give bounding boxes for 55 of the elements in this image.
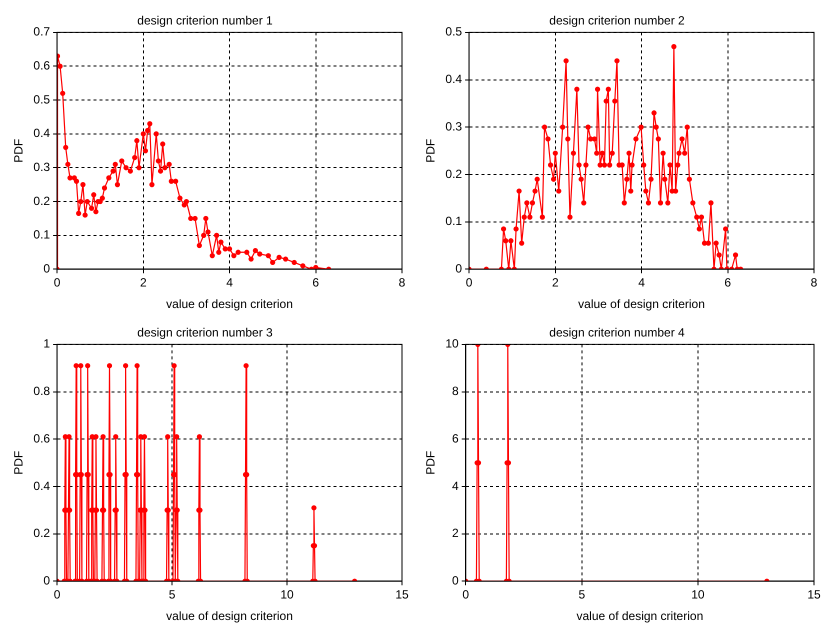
chart-title: design criterion number 2: [549, 14, 686, 28]
y-tick-label: 0: [43, 262, 50, 276]
x-tick-label: 10: [691, 588, 705, 602]
x-tick-label: 8: [810, 276, 818, 290]
y-tick-label: 0.5: [445, 24, 462, 39]
y-tick-label: 0.4: [445, 72, 462, 86]
x-tick-label: 0: [54, 276, 61, 290]
y-tick-label: 0: [43, 574, 50, 588]
x-tick-label: 2: [140, 276, 147, 290]
y-tick-label: 0.3: [445, 119, 462, 134]
x-tick-label: 4: [638, 276, 646, 290]
y-tick-label: 0: [452, 574, 460, 588]
x-axis-title: value of design criterion: [576, 609, 704, 624]
chart-title: design criterion number 3: [137, 326, 274, 340]
x-tick-label: 6: [724, 276, 732, 290]
x-axis-title: value of design criterion: [578, 297, 705, 312]
y-tick-label: 0.4: [33, 126, 50, 140]
y-tick-label: 0.7: [33, 24, 50, 39]
y-tick-label: 0.3: [33, 160, 50, 174]
y-tick-label: 4: [452, 478, 460, 493]
x-tick-label: 6: [312, 276, 320, 290]
x-tick-label: 4: [226, 276, 234, 290]
x-tick-label: 5: [168, 588, 176, 602]
x-tick-label: 0: [54, 588, 61, 602]
x-tick-label: 10: [280, 588, 294, 602]
x-tick-label: 2: [552, 276, 559, 290]
chart-title: design criterion number 4: [549, 326, 686, 340]
y-tick-label: 6: [452, 431, 460, 446]
x-tick-label: 8: [398, 276, 406, 290]
y-tick-label: 0.8: [33, 384, 50, 398]
y-tick-label: 0.1: [33, 228, 50, 242]
y-tick-label: 0.5: [33, 92, 50, 106]
x-tick-label: 5: [578, 588, 586, 602]
y-tick-label: 0.2: [33, 526, 50, 540]
x-tick-label: 15: [807, 588, 821, 602]
y-tick-label: 0.2: [33, 194, 50, 208]
y-axis-title: PDF: [424, 450, 438, 475]
y-tick-label: 8: [452, 384, 460, 398]
x-axis-title: value of design criterion: [166, 609, 293, 624]
x-tick-label: 0: [466, 276, 473, 290]
y-tick-label: 0.6: [33, 58, 50, 73]
y-tick-label: 2: [452, 526, 460, 540]
y-tick-label: 0.1: [445, 214, 462, 228]
y-axis-title: PDF: [12, 138, 26, 163]
y-tick-label: 0.2: [445, 166, 462, 181]
y-axis-title: PDF: [12, 450, 26, 475]
y-axis-title: PDF: [424, 138, 438, 163]
x-tick-label: 15: [395, 588, 409, 602]
x-axis-title: value of design criterion: [166, 297, 293, 312]
y-tick-label: 0.4: [33, 478, 50, 493]
y-tick-label: 0: [455, 262, 462, 276]
chart-title: design criterion number 1: [137, 14, 274, 28]
y-tick-label: 1: [43, 336, 50, 351]
y-tick-label: 0.6: [33, 431, 50, 446]
y-tick-label: 10: [445, 336, 460, 351]
